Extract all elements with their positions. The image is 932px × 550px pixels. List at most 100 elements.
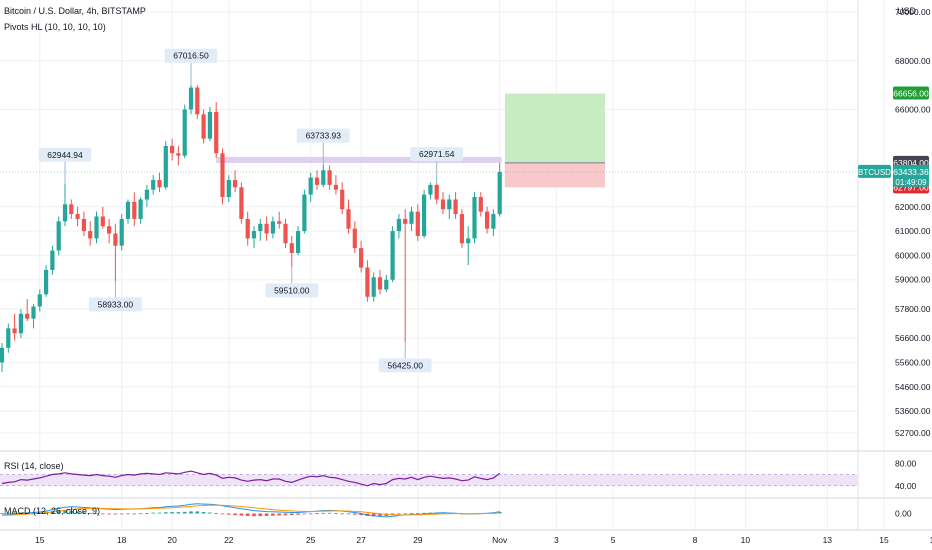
candle-body-21	[132, 201, 137, 219]
target-badge-text: 66656.00	[893, 89, 929, 99]
candle-body-40	[251, 231, 257, 239]
candle-body-26	[163, 145, 168, 188]
macd-hist-79	[497, 512, 502, 514]
candle-body-53	[333, 184, 338, 190]
candle-body-39	[245, 218, 250, 239]
time-tick-7: Nov	[492, 535, 508, 545]
candle-body-72	[453, 199, 458, 215]
stop-badge-text: 62797.00	[893, 182, 929, 192]
candle-body-66	[415, 211, 420, 236]
macd-hist-14	[88, 513, 92, 514]
candle-body-37	[233, 180, 238, 188]
pivot-labels: 62944.94 67016.50 63733.93 62971.54 58933.00…	[38, 48, 464, 373]
candle-body-73	[459, 214, 464, 244]
chart-title: Bitcoin / U.S. Dollar, 4h, BITSTAMP	[4, 6, 146, 16]
time-tick-6: 29	[413, 535, 423, 545]
macd-hist-25	[157, 512, 162, 514]
macd-hist-40	[252, 513, 256, 517]
currency-label[interactable]: USD	[896, 6, 916, 16]
price-tick-4: 61000.00	[895, 226, 931, 236]
macd-hist-10	[63, 510, 67, 514]
macd-hist-46	[290, 513, 294, 516]
macd-hist-15	[94, 513, 99, 515]
candle-body-43	[270, 221, 275, 234]
time-tick-8: 3	[554, 535, 559, 545]
price-tick-3: 62000.00	[895, 202, 931, 212]
candle-body-50	[314, 177, 320, 185]
candle-body-28	[176, 153, 181, 156]
candle-body-57	[359, 248, 364, 268]
candle-body-67	[422, 194, 427, 236]
candle-body-49	[308, 177, 313, 195]
macd-tick-0: 0.00	[895, 509, 912, 519]
macd-hist-38	[239, 513, 244, 516]
candle-body-75	[472, 197, 477, 239]
candle-body-13	[81, 218, 86, 232]
candle-body-11	[69, 204, 74, 215]
pivot-badge-4	[89, 297, 142, 312]
pivot-label-3: 62971.54	[419, 149, 455, 159]
macd-hist-64	[403, 513, 407, 515]
candle-body-77	[485, 211, 490, 229]
candle-body-31	[195, 87, 200, 115]
macd-hist-66	[416, 513, 420, 515]
macd-hist-56	[353, 513, 357, 515]
pivot-label-4: 58933.00	[98, 299, 134, 309]
rsi-pane	[0, 470, 858, 487]
price-tick-0: 70000.00	[895, 7, 931, 17]
candle-body-12	[75, 214, 80, 219]
candle-body-54	[340, 189, 345, 210]
macd-hist-26	[164, 512, 168, 514]
rsi-tick-1: 40.00	[895, 481, 917, 491]
candle-body-24	[151, 180, 156, 190]
indicator-legend[interactable]: Pivots HL (10, 10, 10, 10)	[4, 22, 106, 32]
pivot-badge-6	[378, 358, 432, 373]
macd-legend[interactable]: MACD (12, 26, close, 9)	[4, 506, 101, 516]
macd-hist-37	[233, 513, 237, 516]
candle-body-34	[214, 111, 219, 154]
candle-body-32	[201, 114, 206, 139]
macd-hist-43	[271, 513, 275, 516]
price-tick-8: 56600.00	[895, 333, 931, 343]
candle-body-61	[384, 279, 389, 290]
resistance-zone[interactable]	[216, 156, 502, 163]
candle-body-7	[44, 270, 49, 295]
rsi-legend[interactable]: RSI (14, close)	[4, 461, 64, 471]
time-tick-10: 8	[693, 535, 698, 545]
pivot-badge-0	[38, 147, 92, 162]
candle-body-74	[466, 238, 471, 244]
candle-body-70	[440, 199, 446, 210]
candle-body-3	[18, 313, 23, 334]
chart-grid	[0, 0, 932, 531]
macd-hist-34	[214, 513, 218, 514]
candle-body-10	[62, 204, 68, 222]
rsi-line	[1, 470, 501, 487]
pivot-label-6: 56425.00	[387, 360, 423, 370]
time-axis[interactable]: 15 18 20 22 25 27 29 Nov 3 5 8 10 13 15 17	[35, 535, 932, 545]
resistance-rect	[216, 156, 502, 163]
candle-body-45	[283, 223, 288, 244]
macd-hist-27	[170, 512, 174, 514]
candle-body-2	[12, 328, 17, 334]
macd-hist-42	[264, 513, 269, 516]
candle-body-8	[50, 250, 55, 270]
candle-body-0	[0, 347, 5, 363]
target-zone	[504, 93, 605, 163]
price-tick-12: 52700.00	[895, 428, 931, 438]
candle-body-17	[107, 226, 112, 234]
long-position-tool[interactable]	[504, 93, 605, 188]
candle-body-48	[302, 194, 307, 232]
macd-hist-67	[422, 512, 426, 514]
candle-body-38	[239, 187, 244, 219]
macd-hist-52	[327, 512, 332, 514]
macd-hist-48	[302, 513, 307, 515]
macd-hist-9	[56, 510, 61, 514]
price-axis[interactable]: 70000.00 68000.00 66000.00 62000.00 61000.00…	[895, 7, 931, 518]
macd-hist-44	[277, 513, 281, 516]
candle-body-29	[182, 109, 187, 156]
macd-hist-30	[189, 511, 193, 514]
candle-body-27	[170, 145, 175, 154]
macd-hist-16	[101, 513, 105, 515]
